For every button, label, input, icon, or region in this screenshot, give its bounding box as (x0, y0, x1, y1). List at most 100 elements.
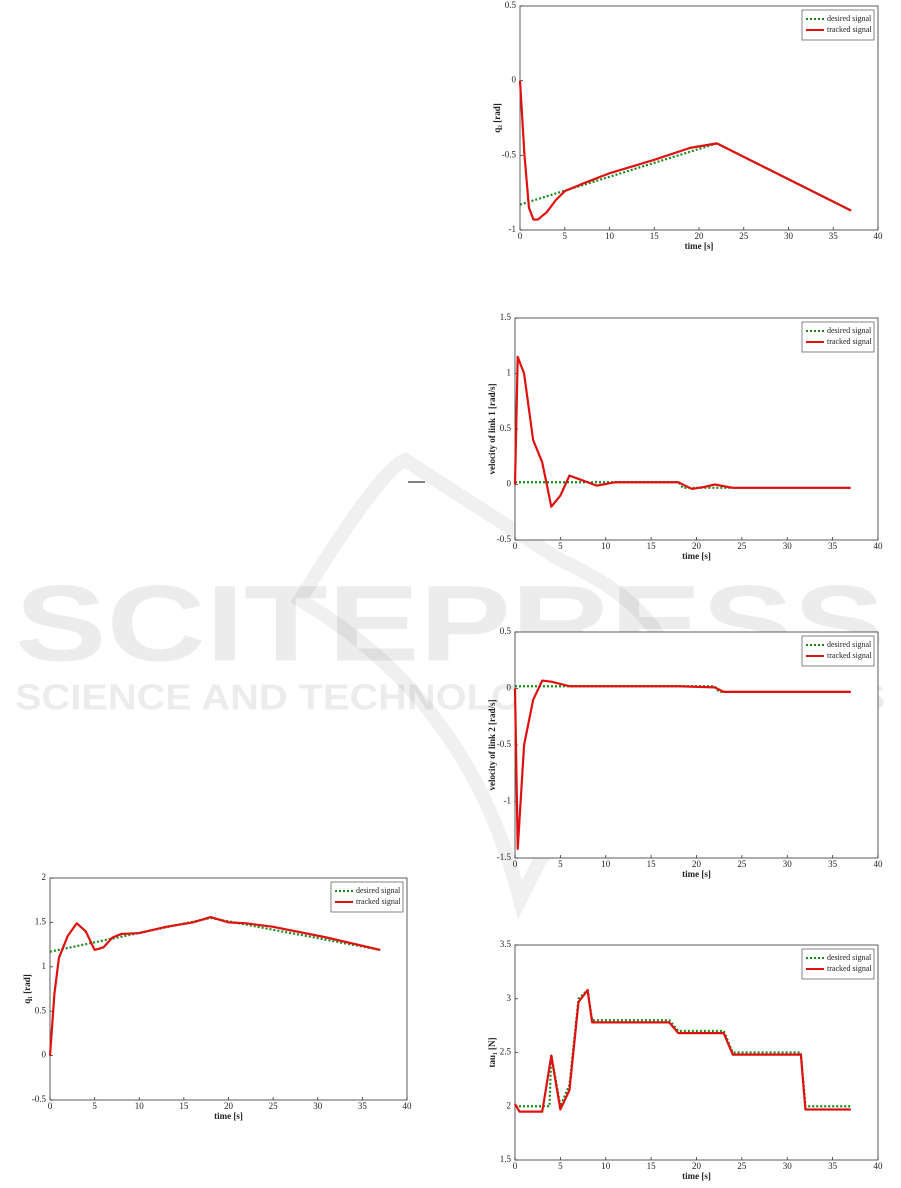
y-tick-label: 1 (42, 961, 47, 971)
chart: 0 5 10 15 20 25 30 35 40 -1.5 -1 -0.5 0 0.5 time [s] ve… (487, 626, 883, 879)
y-tick-label: 0.5 (500, 423, 512, 433)
y-tick-label: 0 (512, 75, 517, 85)
plot-area (49, 877, 408, 1101)
data-line (514, 989, 851, 1113)
data-line (518, 80, 852, 221)
legend-label: desired signal (827, 640, 872, 649)
x-tick-label: 15 (647, 541, 657, 551)
y-tick-label: -0.5 (32, 1094, 47, 1104)
y-tick-label: 0.5 (500, 626, 512, 636)
y-axis-label: velocity of link 1 [rad/s] (487, 384, 497, 475)
legend-label: tracked signal (827, 25, 872, 34)
x-tick-label: 5 (558, 541, 563, 551)
legend-label: tracked signal (356, 897, 401, 906)
legend-box (801, 635, 875, 667)
x-tick-label: 20 (692, 859, 702, 869)
x-tick-label: 10 (601, 859, 611, 869)
y-axis-label: velocity of link 2 [rad/s] (487, 700, 497, 791)
data-line (48, 915, 381, 1056)
y-tick-label: -1 (504, 796, 512, 806)
x-axis-label: time [s] (682, 869, 711, 879)
x-tick-label: 5 (563, 231, 568, 241)
y-tick-label: 3.5 (500, 939, 512, 949)
y-axis-label: tau₁ [N] (487, 1038, 497, 1068)
y-tick-label: 1 (507, 368, 512, 378)
x-tick-label: 0 (513, 541, 518, 551)
y-tick-label: 0.5 (35, 1005, 47, 1015)
chart: 0 5 10 15 20 25 30 35 40 1.5 2 2.5 3 3.5 time [s] tau₁ … (487, 939, 883, 1181)
x-tick-label: 5 (92, 1101, 97, 1111)
x-tick-label: 35 (828, 859, 838, 869)
x-tick-label: 35 (358, 1101, 368, 1111)
y-axis-label: q₂ [rad] (492, 103, 502, 132)
x-tick-label: 20 (224, 1101, 234, 1111)
legend-box (330, 881, 404, 913)
x-tick-label: 25 (737, 541, 747, 551)
x-tick-label: 40 (874, 231, 884, 241)
y-tick-label: 0.5 (505, 0, 517, 10)
x-tick-label: 10 (605, 231, 615, 241)
x-tick-label: 10 (601, 541, 611, 551)
y-tick-label: -1.5 (497, 852, 512, 862)
plot-area (514, 944, 879, 1161)
plot-area (514, 631, 879, 859)
y-tick-label: 2.5 (500, 1047, 512, 1057)
x-tick-label: 40 (874, 1161, 884, 1171)
y-tick-label: 1.5 (35, 916, 47, 926)
data-line (515, 481, 851, 489)
x-axis-label: time [s] (214, 1111, 243, 1121)
x-tick-label: 10 (601, 1161, 611, 1171)
x-tick-label: 40 (403, 1101, 413, 1111)
legend-box (801, 321, 875, 353)
x-tick-label: 25 (737, 1161, 747, 1171)
x-axis-label: time [s] (682, 1171, 711, 1181)
x-tick-label: 10 (135, 1101, 145, 1111)
plot-area (519, 5, 879, 231)
y-tick-label: 3 (507, 993, 512, 1003)
y-tick-label: 1.5 (500, 312, 512, 322)
y-tick-label: 0 (507, 683, 512, 693)
x-tick-label: 15 (647, 859, 657, 869)
x-tick-label: 15 (179, 1101, 189, 1111)
x-tick-label: 20 (692, 541, 702, 551)
x-tick-label: 30 (783, 859, 793, 869)
legend-label: tracked signal (827, 337, 872, 346)
y-tick-label: 0 (42, 1050, 47, 1060)
legend-box (801, 948, 875, 980)
x-axis-label: time [s] (685, 241, 714, 251)
x-tick-label: 25 (269, 1101, 279, 1111)
x-tick-label: 30 (313, 1101, 323, 1111)
x-tick-label: 40 (874, 859, 884, 869)
x-tick-label: 0 (513, 859, 518, 869)
chart: 0 5 10 15 20 25 30 35 40 -1 -0.5 0 0.5 time [s] q₂ [ra… (492, 0, 883, 251)
data-line (513, 679, 851, 851)
x-tick-label: 20 (695, 231, 705, 241)
x-tick-label: 35 (828, 541, 838, 551)
legend-box (801, 9, 875, 41)
legend-label: desired signal (827, 326, 872, 335)
y-axis-label: q₁ [rad] (22, 974, 32, 1003)
x-tick-label: 25 (737, 859, 747, 869)
x-tick-label: 0 (513, 1161, 518, 1171)
x-tick-label: 35 (829, 231, 839, 241)
legend-label: desired signal (827, 953, 872, 962)
x-tick-label: 5 (558, 859, 563, 869)
x-tick-label: 25 (739, 231, 749, 241)
y-tick-label: -0.5 (502, 149, 517, 159)
x-tick-label: 30 (784, 231, 794, 241)
x-tick-label: 15 (650, 231, 660, 241)
legend-label: tracked signal (827, 964, 872, 973)
data-line (519, 142, 852, 212)
x-axis-label: time [s] (682, 551, 711, 561)
y-tick-label: 0 (507, 479, 512, 489)
x-tick-label: 30 (783, 541, 793, 551)
x-tick-label: 5 (558, 1161, 563, 1171)
legend-label: tracked signal (827, 651, 872, 660)
x-tick-label: 0 (518, 231, 523, 241)
x-tick-label: 15 (647, 1161, 657, 1171)
x-tick-label: 30 (783, 1161, 793, 1171)
